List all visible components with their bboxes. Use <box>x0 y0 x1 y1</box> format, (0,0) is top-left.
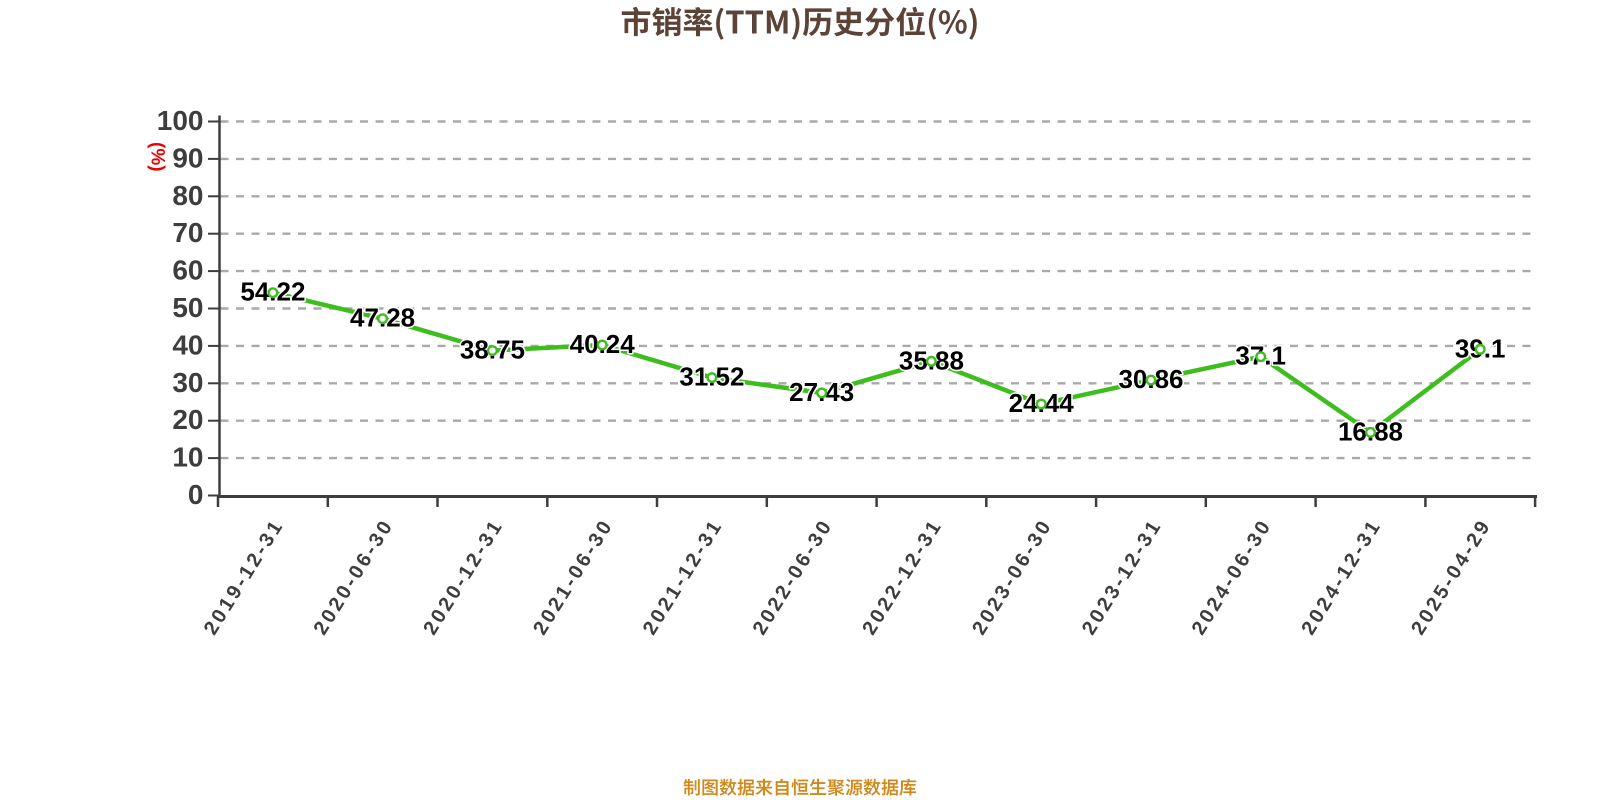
svg-text:10: 10 <box>172 442 203 473</box>
svg-text:0: 0 <box>188 479 204 510</box>
svg-text:80: 80 <box>172 180 203 211</box>
svg-text:100: 100 <box>157 105 204 136</box>
svg-text:50: 50 <box>172 292 203 323</box>
svg-text:40: 40 <box>172 329 203 360</box>
svg-text:(%): (%) <box>147 142 168 172</box>
svg-text:90: 90 <box>172 142 203 173</box>
svg-text:40.24: 40.24 <box>570 329 636 359</box>
svg-text:60: 60 <box>172 255 203 286</box>
svg-text:37.1: 37.1 <box>1235 341 1286 371</box>
svg-text:30: 30 <box>172 367 203 398</box>
svg-text:20: 20 <box>172 404 203 435</box>
svg-text:70: 70 <box>172 217 203 248</box>
